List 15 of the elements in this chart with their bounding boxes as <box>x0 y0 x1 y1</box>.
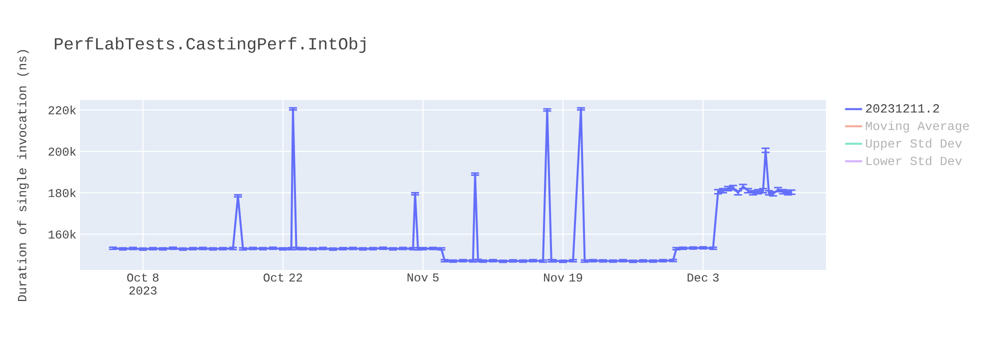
chart-title: PerfLabTests.CastingPerf.IntObj <box>54 37 366 53</box>
legend-label: Upper Std Dev <box>866 138 962 150</box>
x-tick-label: Nov 19 <box>544 274 582 282</box>
legend-label: 20231211.2 <box>866 104 939 113</box>
x-tick-label: Oct 22 <box>264 274 302 282</box>
legend-label: Moving Average <box>866 120 969 133</box>
x-tick-label: Dec 3 <box>688 274 719 282</box>
y-axis-title: Duration of single invocation (ns) <box>17 50 29 302</box>
legend-label: Lower Std Dev <box>866 156 962 166</box>
x-tick-label: Oct 8 2023 <box>127 274 158 295</box>
y-tick-label: 160k <box>48 230 76 239</box>
y-tick-label: 200k <box>48 146 76 156</box>
y-tick-label: 180k <box>48 188 76 198</box>
y-tick-label: 220k <box>48 106 76 114</box>
x-tick-label: Nov 5 <box>408 274 439 282</box>
